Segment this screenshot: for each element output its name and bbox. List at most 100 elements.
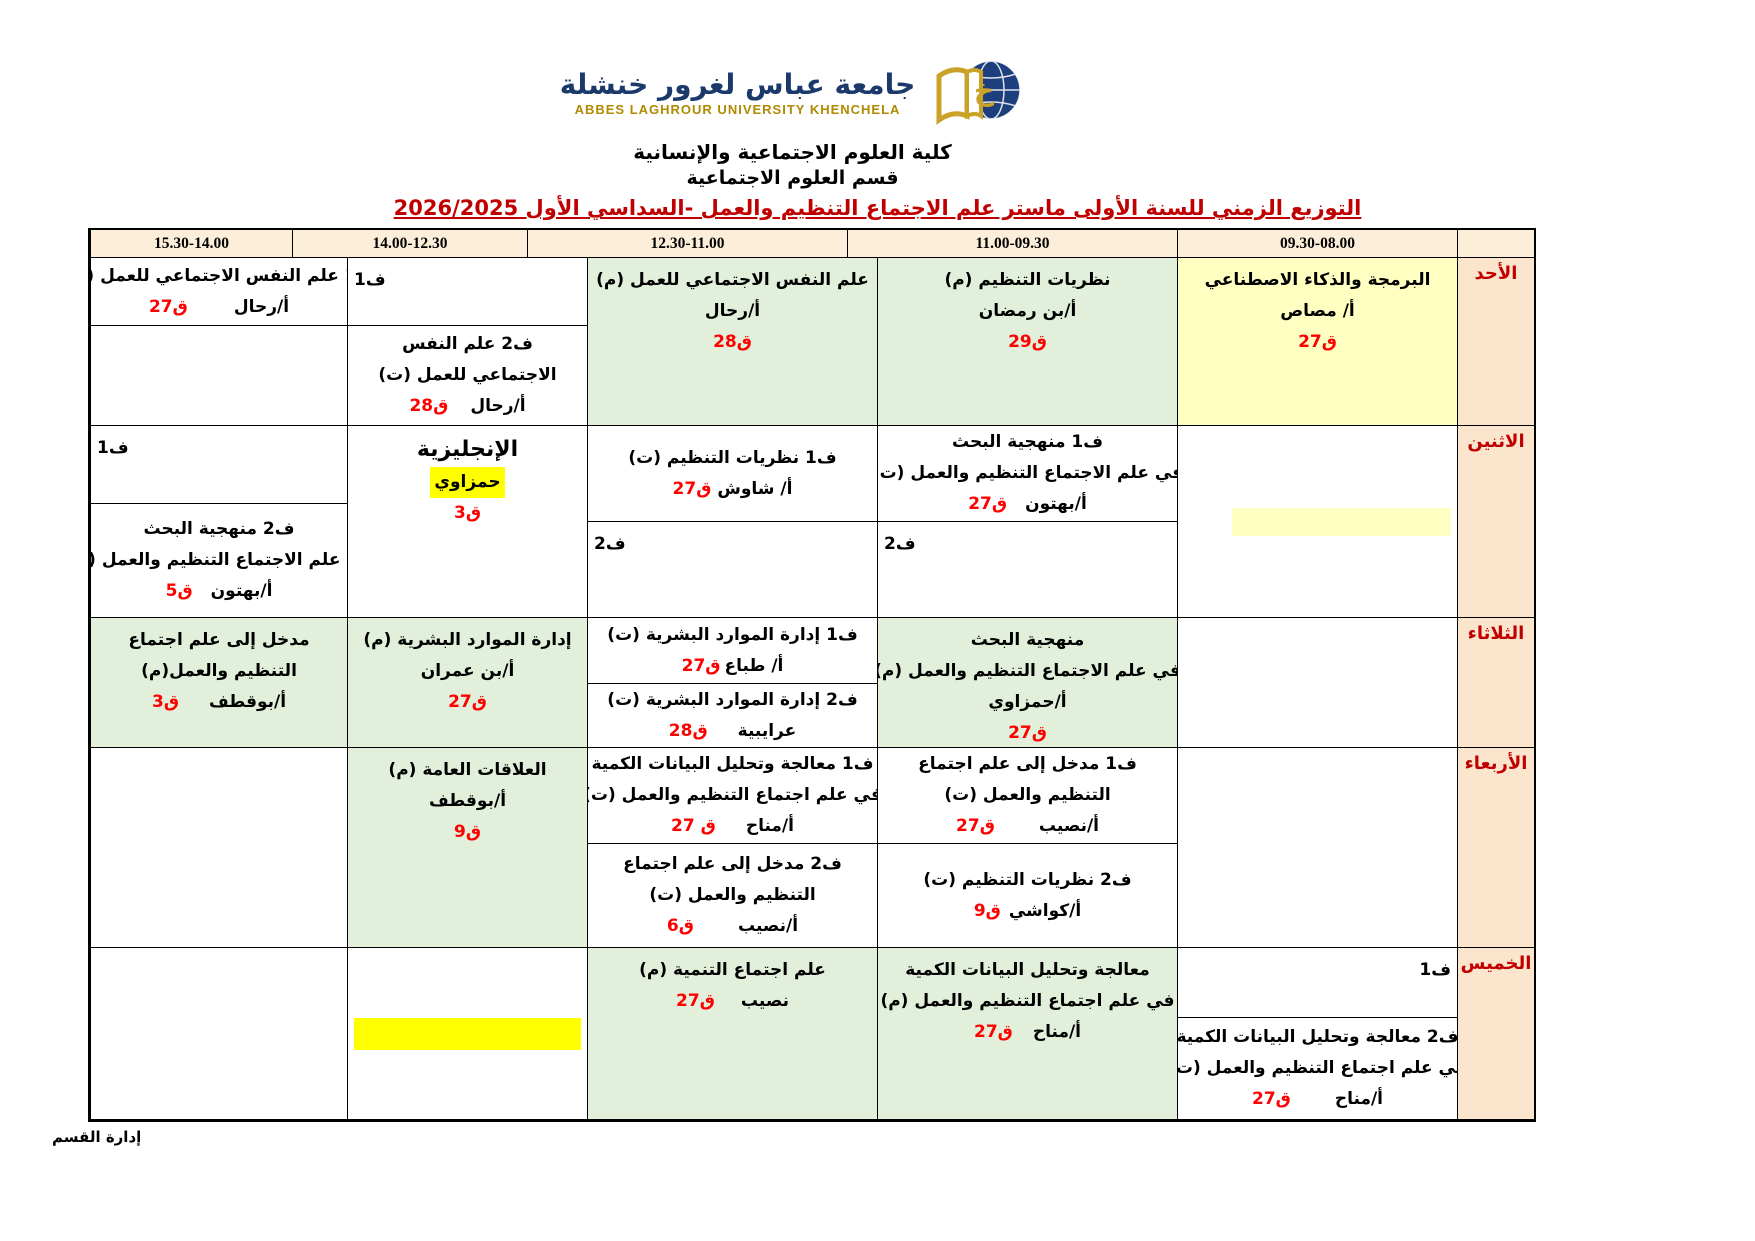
course-text-line: إدارة الموارد البشرية (م) bbox=[354, 625, 581, 656]
course-text: ف2 نظريات التنظيم (ت) bbox=[923, 869, 1132, 890]
university-logo-icon: خ bbox=[936, 60, 1022, 125]
time-header-cell: 09.30-08.00 bbox=[1177, 230, 1457, 258]
department-name: قسم العلوم الاجتماعية bbox=[686, 167, 899, 189]
empty-cell bbox=[347, 948, 587, 1120]
time-slot: ف1 نظريات التنظيم (ت) أ/ شاوش ق27 ف2 bbox=[587, 426, 877, 618]
day-cell: الاثنين bbox=[1457, 426, 1534, 618]
course-text-line: الاجتماعي للعمل (ت) bbox=[354, 360, 581, 391]
room-number: ق3 bbox=[453, 503, 482, 523]
timetable-header-row: 09.30-08.00 11.00-09.30 12.30-11.00 14.00-1… bbox=[90, 230, 1534, 258]
room-number: ق27 bbox=[968, 494, 1008, 514]
time-slot: ف1 ف2 معالجة وتحليل البيانات الكمية في علم… bbox=[1177, 948, 1457, 1120]
course-text-line: العلاقات العامة (م) bbox=[354, 755, 581, 786]
day-cell: الثلاثاء bbox=[1457, 618, 1534, 748]
course-text-line: أ/ شاوش ق27 bbox=[594, 474, 871, 505]
course-text-line: أ/نصيب ق6 bbox=[594, 911, 871, 942]
course-text-line: ف2 منهجية البحث bbox=[97, 514, 341, 545]
time-slot bbox=[1177, 748, 1457, 948]
time-header-label: 11.00-09.30 bbox=[975, 234, 1050, 252]
time-slot: علم اجتماع التنمية (م) نصيب ق27 bbox=[587, 948, 877, 1120]
course-text-line: في علم اجتماع التنظيم والعمل (ت) bbox=[1178, 1053, 1457, 1084]
course-text-line: ق27 bbox=[1184, 327, 1451, 358]
course-cell: ف2 إدارة الموارد البشرية (ت) عرايبية ق28 bbox=[587, 684, 877, 748]
time-header-label: 12.30-11.00 bbox=[650, 234, 725, 252]
course-text: أ/بهتون bbox=[1025, 494, 1087, 514]
course-text: إدارة الموارد البشرية (م) bbox=[363, 630, 572, 650]
course-text-line: أ/بهتون ق5 bbox=[97, 576, 341, 607]
course-text-line: ق27 bbox=[884, 718, 1171, 747]
course-text: البرمجة والذكاء الاصطناعي bbox=[1204, 270, 1431, 290]
course-cell: ف2 bbox=[877, 522, 1177, 618]
course-cell: ف2 منهجية البحث في علم الاجتماع التنظيم و… bbox=[90, 504, 347, 618]
course-text: ف1 bbox=[97, 438, 129, 458]
time-slot: ف1 ف2 منهجية البحث في علم الاجتماع التنظيم… bbox=[90, 426, 347, 618]
course-text-line: التنظيم والعمل (ت) bbox=[594, 880, 871, 911]
course-text: ف1 معالجة وتحليل البيانات الكمية bbox=[591, 754, 874, 774]
course-text: أ/مناح bbox=[745, 816, 794, 836]
course-text: أ/مناح bbox=[1032, 1022, 1082, 1042]
course-cell: ف1 نظريات التنظيم (ت) أ/ شاوش ق27 bbox=[587, 426, 877, 522]
course-text-line: أ/رحال bbox=[594, 296, 871, 327]
course-text-line: علم النفس الاجتماعي للعمل (م) bbox=[594, 265, 871, 296]
course-text: أ/كواشي bbox=[1008, 900, 1082, 921]
course-text-line: أ/مناح ق27 bbox=[884, 1017, 1171, 1048]
time-slot: الإنجليزية حمزاوي ق3 bbox=[347, 426, 587, 618]
day-label: الأربعاء bbox=[1464, 753, 1528, 774]
course-text-line: أ/بهتون ق27 bbox=[884, 489, 1171, 520]
university-name-arabic: جامعة عباس لغرور خنشلة bbox=[559, 67, 916, 101]
course-text: أ/نصيب bbox=[1038, 816, 1099, 836]
course-text-line: ف1 bbox=[1184, 955, 1451, 986]
timetable: 09.30-08.00 11.00-09.30 12.30-11.00 14.00-1… bbox=[88, 228, 1536, 1122]
course-text-line: أ/نصيب ق27 bbox=[884, 811, 1171, 842]
room-number: ق5 bbox=[165, 581, 193, 601]
course-text-line: أ/حمزاوي bbox=[884, 687, 1171, 718]
course-cell: إدارة الموارد البشرية (م) أ/بن عمران ق27 bbox=[347, 618, 587, 748]
course-text-line: ف1 bbox=[354, 265, 581, 296]
course-text-line: أ/رحال ق27 bbox=[97, 292, 341, 323]
room-number: ق28 bbox=[668, 720, 708, 741]
course-cell: ف1 bbox=[1177, 948, 1457, 1018]
time-header-cell: 11.00-09.30 bbox=[847, 230, 1177, 258]
course-text-line: ف1 نظريات التنظيم (ت) bbox=[594, 443, 871, 474]
course-text: في علم اجتماع التنظيم والعمل (م) bbox=[880, 991, 1175, 1011]
course-text-line: ف1 bbox=[97, 433, 341, 464]
course-text-line: ف2 bbox=[884, 529, 1171, 560]
course-cell: ف2 علم النفس الاجتماعي للعمل (ت) أ/رحال ق28 bbox=[347, 326, 587, 426]
course-text: ف1 نظريات التنظيم (ت) bbox=[628, 447, 837, 468]
course-cell: ف1 bbox=[90, 426, 347, 504]
course-text: أ/ شاوش bbox=[717, 478, 793, 499]
university-logo: خ جامعة عباس لغرور خنشلة ABBES LAGHROUR … bbox=[560, 50, 1026, 134]
room-number: ق27 bbox=[672, 478, 712, 499]
course-text: أ/بوقطف bbox=[209, 692, 287, 712]
course-text: الإنجليزية bbox=[416, 437, 519, 462]
course-cell: ف1 bbox=[347, 258, 587, 326]
course-text: ف2 علم النفس bbox=[402, 334, 533, 354]
time-header-cell: 14.00-12.30 bbox=[292, 230, 527, 258]
course-cell: ف1 منهجية البحث في علم الاجتماع التنظيم و… bbox=[877, 426, 1177, 522]
course-text-line: ق29 bbox=[884, 327, 1171, 358]
time-slot: ف1 مدخل إلى علم اجتماع التنظيم والعمل (ت)… bbox=[877, 748, 1177, 948]
time-slot: معالجة وتحليل البيانات الكمية في علم اجتم… bbox=[877, 948, 1177, 1120]
room-number: ق9 bbox=[453, 822, 482, 842]
course-text: أ/رحال bbox=[470, 396, 526, 416]
time-header-cell: 15.30-14.00 bbox=[90, 230, 292, 258]
course-text: أ/رحال bbox=[704, 301, 761, 321]
course-text: ف1 منهجية البحث bbox=[951, 432, 1104, 452]
course-text-line: ف2 علم النفس bbox=[354, 329, 581, 360]
course-cell: علم اجتماع التنمية (م) نصيب ق27 bbox=[587, 948, 877, 1120]
course-cell: ف1 مدخل إلى علم اجتماع التنظيم والعمل (ت)… bbox=[877, 748, 1177, 844]
course-text-line: مدخل إلى علم اجتماع bbox=[97, 625, 341, 656]
day-label: الثلاثاء bbox=[1467, 623, 1525, 644]
course-text-line: ف2 إدارة الموارد البشرية (ت) bbox=[594, 685, 871, 716]
time-slot: البرمجة والذكاء الاصطناعي أ/ مصاص ق27 bbox=[1177, 258, 1457, 426]
course-text: أ/بهتون bbox=[210, 581, 273, 601]
time-slot: إدارة الموارد البشرية (م) أ/بن عمران ق27 bbox=[347, 618, 587, 748]
course-text-line: ف2 نظريات التنظيم (ت) bbox=[884, 865, 1171, 896]
course-text-line: ق3 bbox=[354, 498, 581, 529]
course-text: أ/ مصاص bbox=[1280, 301, 1355, 321]
course-text-line: ف1 مدخل إلى علم اجتماع bbox=[884, 749, 1171, 780]
course-text: نصيب bbox=[740, 991, 789, 1011]
course-text-line: في علم الاجتماع التنظيم والعمل (م) bbox=[878, 656, 1177, 687]
course-text: أ/نصيب bbox=[737, 916, 799, 936]
highlight-strip bbox=[354, 1018, 581, 1050]
